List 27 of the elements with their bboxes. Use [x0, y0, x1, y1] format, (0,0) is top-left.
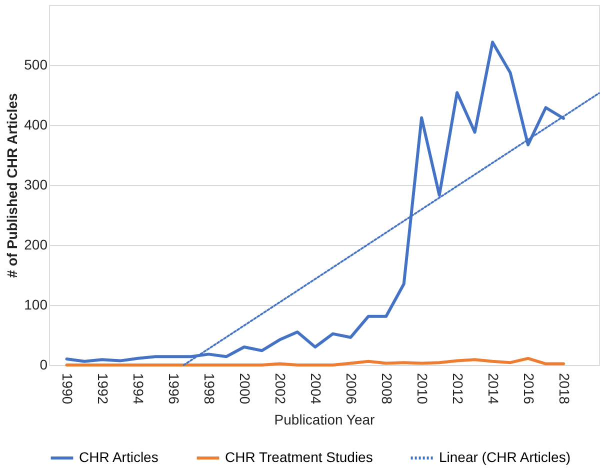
- x-tick-label: 2000: [237, 373, 254, 404]
- x-tick-label: 1996: [166, 373, 182, 404]
- legend-label: CHR Articles: [79, 449, 158, 465]
- y-tick-label: 0: [40, 356, 48, 372]
- y-axis-title: # of Published CHR Articles: [4, 92, 20, 278]
- x-tick-label: 2012: [450, 373, 466, 404]
- x-tick-label: 1990: [60, 373, 76, 404]
- legend-label: Linear (CHR Articles): [439, 449, 570, 465]
- y-tick-label: 100: [24, 296, 48, 312]
- y-tick-label: 400: [24, 116, 48, 132]
- x-tick-label: 2008: [379, 373, 396, 404]
- x-tick-label: 2002: [272, 373, 289, 404]
- x-tick-label: 2010: [414, 373, 431, 404]
- line-series: [65, 356, 566, 366]
- x-tick-label: 1998: [202, 373, 218, 404]
- legend-label: CHR Treatment Studies: [225, 449, 373, 465]
- x-tick-label: 2004: [308, 373, 324, 404]
- x-tick-label: 1994: [130, 373, 147, 404]
- x-tick-label: 2006: [344, 373, 360, 404]
- x-tick-label: 2014: [486, 373, 502, 404]
- x-tick-label: 2018: [556, 373, 573, 404]
- y-tick-label: 200: [24, 236, 48, 252]
- x-tick-label: 2016: [521, 373, 538, 404]
- x-tick-label: 1992: [95, 373, 112, 404]
- y-tick-label: 500: [24, 56, 48, 72]
- y-tick-label: 300: [24, 176, 48, 192]
- x-axis-title: Publication Year: [274, 412, 376, 428]
